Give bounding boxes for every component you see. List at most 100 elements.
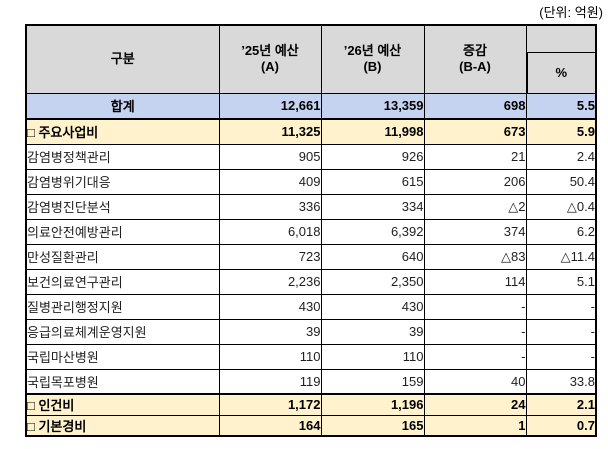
budget-table: 구분 ’25년 예산 (A) ’26년 예산 (B) 증감 (B-A) % 합계 (25, 24, 597, 437)
row-label: 감염병위기대응 (25, 168, 220, 195)
row-label: 의료안전예방관리 (25, 218, 220, 245)
value-budget-a: 1,172 (218, 393, 322, 416)
table-row: 국립목포병원 119 159 40 33.8 (25, 368, 597, 395)
value-percent: 5.9 (525, 118, 597, 145)
value-budget-b: 6,392 (320, 218, 425, 245)
value-percent: 0.7 (525, 414, 597, 437)
value-budget-a: 409 (218, 168, 322, 195)
header-budget-b: ’26년 예산 (B) (320, 24, 425, 94)
table-row: 질병관리행정지원 430 430 - - (25, 293, 597, 320)
table-row: 응급의료체계운영지원 39 39 - - (25, 318, 597, 345)
value-diff: 673 (423, 118, 527, 145)
table-row: 의료안전예방관리 6,018 6,392 374 6.2 (25, 218, 597, 245)
row-label: 보건의료연구관리 (25, 268, 220, 295)
row-label: 감염병진단분석 (25, 193, 220, 220)
value-budget-b: 1,196 (320, 393, 425, 416)
value-budget-a: 119 (218, 368, 322, 395)
table-body: 합계 12,661 13,359 698 5.5 □ 주요사업비 11,325 … (25, 92, 597, 437)
value-budget-b: 615 (320, 168, 425, 195)
value-percent: - (525, 318, 597, 345)
table-row-main-programs: □ 주요사업비 11,325 11,998 673 5.9 (25, 118, 597, 145)
value-budget-b: 159 (320, 368, 425, 395)
value-budget-b: 11,998 (320, 118, 425, 145)
header-diff-line1: 증감 (463, 43, 487, 59)
value-budget-b: 926 (320, 143, 425, 170)
value-percent: 6.2 (525, 218, 597, 245)
value-budget-b: 640 (320, 243, 425, 270)
row-label: 질병관리행정지원 (25, 293, 220, 320)
value-diff: 21 (423, 143, 527, 170)
value-diff: 206 (423, 168, 527, 195)
value-budget-b: 110 (320, 343, 425, 370)
table-row: 감염병진단분석 336 334 △2 △0.4 (25, 193, 597, 220)
value-percent: - (525, 293, 597, 320)
value-percent: 5.5 (525, 92, 597, 120)
value-diff: △83 (423, 243, 527, 270)
value-budget-b: 2,350 (320, 268, 425, 295)
value-budget-a: 723 (218, 243, 322, 270)
unit-label: (단위: 억원) (539, 5, 603, 20)
value-diff: 114 (423, 268, 527, 295)
table-row: 국립마산병원 110 110 - - (25, 343, 597, 370)
value-budget-a: 110 (218, 343, 322, 370)
value-budget-b: 13,359 (320, 92, 425, 120)
value-budget-a: 11,325 (218, 118, 322, 145)
header-budget-b-line1: ’26년 예산 (343, 43, 402, 59)
row-label: 감염병정책관리 (25, 143, 220, 170)
value-percent: △11.4 (525, 243, 597, 270)
table-row-basic-expenses: □ 기본경비 164 165 1 0.7 (25, 414, 597, 437)
row-label: □ 인건비 (25, 393, 220, 416)
table-row: 만성질환관리 723 640 △83 △11.4 (25, 243, 597, 270)
value-diff: - (423, 343, 527, 370)
header-percent: % (525, 24, 597, 94)
value-budget-a: 164 (218, 414, 322, 437)
value-percent: - (525, 343, 597, 370)
value-diff: 24 (423, 393, 527, 416)
value-diff: - (423, 293, 527, 320)
value-percent: 50.4 (525, 168, 597, 195)
header-category-label: 구분 (110, 51, 135, 67)
value-budget-b: 430 (320, 293, 425, 320)
value-diff: 1 (423, 414, 527, 437)
header-category: 구분 (25, 24, 220, 94)
header-row: 구분 ’25년 예산 (A) ’26년 예산 (B) 증감 (B-A) % (25, 24, 597, 94)
value-diff: 698 (423, 92, 527, 120)
value-budget-b: 334 (320, 193, 425, 220)
row-label: 국립목포병원 (25, 368, 220, 395)
table-row: 감염병정책관리 905 926 21 2.4 (25, 143, 597, 170)
table-row-total: 합계 12,661 13,359 698 5.5 (25, 92, 597, 120)
value-percent: △0.4 (525, 193, 597, 220)
value-budget-a: 905 (218, 143, 322, 170)
row-label: □ 기본경비 (25, 414, 220, 437)
header-diff-line2: (B-A) (459, 59, 491, 75)
header-percent-box: % (527, 52, 595, 92)
header-budget-b-line2: (B) (363, 59, 382, 75)
value-budget-a: 430 (218, 293, 322, 320)
value-percent: 2.4 (525, 143, 597, 170)
table-header: 구분 ’25년 예산 (A) ’26년 예산 (B) 증감 (B-A) % (25, 24, 597, 94)
row-label: 응급의료체계운영지원 (25, 318, 220, 345)
header-budget-a-line2: (A) (260, 59, 280, 75)
table-row: 보건의료연구관리 2,236 2,350 114 5.1 (25, 268, 597, 295)
value-budget-a: 2,236 (218, 268, 322, 295)
table-row-personnel: □ 인건비 1,172 1,196 24 2.1 (25, 393, 597, 416)
value-diff: △2 (423, 193, 527, 220)
value-budget-a: 336 (218, 193, 322, 220)
value-budget-a: 12,661 (218, 92, 322, 120)
value-diff: 374 (423, 218, 527, 245)
row-label: 만성질환관리 (25, 243, 220, 270)
header-diff: 증감 (B-A) (423, 24, 527, 94)
header-budget-a: ’25년 예산 (A) (218, 24, 322, 94)
value-diff: 40 (423, 368, 527, 395)
value-budget-a: 6,018 (218, 218, 322, 245)
value-percent: 2.1 (525, 393, 597, 416)
value-budget-b: 165 (320, 414, 425, 437)
row-label: 국립마산병원 (25, 343, 220, 370)
table-row: 감염병위기대응 409 615 206 50.4 (25, 168, 597, 195)
row-label: □ 주요사업비 (25, 118, 220, 145)
header-percent-label: % (555, 64, 568, 80)
value-budget-a: 39 (218, 318, 322, 345)
value-percent: 33.8 (525, 368, 597, 395)
header-budget-a-line1: ’25년 예산 (241, 43, 299, 59)
value-budget-b: 39 (320, 318, 425, 345)
